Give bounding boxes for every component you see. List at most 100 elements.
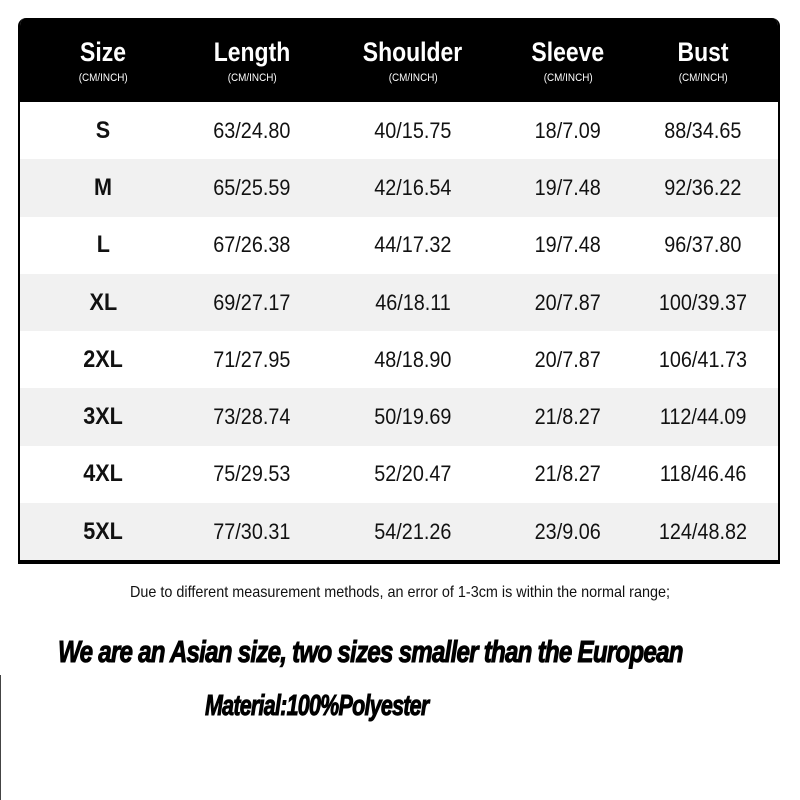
- table-cell: 46/18.11: [318, 290, 508, 316]
- column-name: Length: [213, 36, 291, 67]
- table-cell: 67/26.38: [186, 232, 318, 258]
- measurement-value: 20/7.87: [534, 289, 602, 315]
- table-body: S 63/24.80 40/15.75 18/7.09 88/34.65 M 65/25.5…: [20, 102, 778, 561]
- size-label: 4XL: [83, 460, 123, 488]
- measurement-value: 65/25.59: [213, 174, 291, 200]
- table-cell: 65/25.59: [186, 175, 318, 201]
- table-cell: S: [20, 117, 186, 145]
- measurement-value: 54/21.26: [374, 518, 452, 544]
- measurement-value: 50/19.69: [374, 404, 452, 430]
- column-name: Sleeve: [531, 36, 605, 67]
- table-cell: 40/15.75: [318, 118, 508, 144]
- table-cell: 71/27.95: [186, 347, 318, 373]
- measurement-value: 112/44.09: [659, 404, 747, 430]
- measurement-value: 96/37.80: [664, 232, 742, 258]
- table-cell: 92/36.22: [628, 175, 778, 201]
- table-cell: 19/7.48: [508, 232, 628, 258]
- measurement-value: 100/39.37: [658, 289, 748, 315]
- column-name: Size: [80, 36, 126, 67]
- measurement-value: 52/20.47: [374, 461, 452, 487]
- column-unit: (CM/INCH): [227, 71, 277, 84]
- table-cell: 20/7.87: [508, 347, 628, 373]
- table-row: 3XL 73/28.74 50/19.69 21/8.27 112/44.09: [20, 388, 778, 446]
- table-cell: 96/37.80: [628, 232, 778, 258]
- table-cell: 21/8.27: [508, 461, 628, 487]
- header-cell-sleeve: Sleeve (CM/INCH): [508, 18, 628, 102]
- table-cell: 75/29.53: [186, 461, 318, 487]
- column-name: Bust: [677, 36, 729, 67]
- table-cell: 48/18.90: [318, 347, 508, 373]
- table-cell: XL: [20, 289, 186, 317]
- measurement-value: 67/26.38: [213, 232, 291, 258]
- table-cell: 100/39.37: [628, 290, 778, 316]
- table-row: L 67/26.38 44/17.32 19/7.48 96/37.80: [20, 217, 778, 274]
- header-cell-shoulder: Shoulder (CM/INCH): [318, 18, 508, 102]
- table-cell: 44/17.32: [318, 232, 508, 258]
- measurement-value: 77/30.31: [213, 518, 291, 544]
- measurement-value: 20/7.87: [534, 346, 602, 372]
- measurement-value: 19/7.48: [534, 174, 602, 200]
- measurement-value: 40/15.75: [374, 117, 452, 143]
- column-unit: (CM/INCH): [678, 71, 728, 84]
- size-label: L: [96, 231, 110, 259]
- column-unit: (CM/INCH): [78, 71, 128, 84]
- divider: [0, 675, 1, 800]
- size-label: 3XL: [83, 403, 123, 431]
- table-cell: 19/7.48: [508, 175, 628, 201]
- measurement-value: 21/8.27: [534, 461, 602, 487]
- table-cell: L: [20, 231, 186, 259]
- column-unit: (CM/INCH): [543, 71, 593, 84]
- table-cell: 5XL: [20, 518, 186, 546]
- header-cell-length: Length (CM/INCH): [186, 18, 318, 102]
- column-name: Shoulder: [363, 36, 463, 67]
- measurement-value: 71/27.95: [213, 346, 291, 372]
- measurement-value: 18/7.09: [534, 117, 602, 143]
- measurement-value: 124/48.82: [658, 518, 748, 544]
- size-label: 2XL: [83, 345, 123, 373]
- table-cell: M: [20, 174, 186, 202]
- measurement-value: 88/34.65: [664, 117, 742, 143]
- measurement-value: 106/41.73: [658, 346, 748, 372]
- table-cell: 124/48.82: [628, 519, 778, 545]
- size-chart-table: Size (CM/INCH) Length (CM/INCH) Shoulder (CM/…: [18, 18, 780, 565]
- measurement-value: 73/28.74: [213, 404, 291, 430]
- table-cell: 106/41.73: [628, 347, 778, 373]
- measurement-value: 44/17.32: [374, 232, 452, 258]
- table-cell: 23/9.06: [508, 519, 628, 545]
- table-cell: 73/28.74: [186, 404, 318, 430]
- measurement-value: 63/24.80: [213, 117, 291, 143]
- material-info: Material:100%Polyester: [205, 690, 430, 723]
- table-cell: 18/7.09: [508, 118, 628, 144]
- measurement-value: 75/29.53: [213, 461, 291, 487]
- header-cell-bust: Bust (CM/INCH): [628, 18, 778, 102]
- table-cell: 52/20.47: [318, 461, 508, 487]
- header-cell-size: Size (CM/INCH): [20, 18, 186, 102]
- table-cell: 112/44.09: [628, 404, 778, 430]
- table-cell: 118/46.46: [628, 461, 778, 487]
- table-cell: 88/34.65: [628, 118, 778, 144]
- measurement-value: 21/8.27: [534, 404, 602, 430]
- asian-size-notice: We are an Asian size, two sizes smaller …: [58, 634, 684, 670]
- table-row: 2XL 71/27.95 48/18.90 20/7.87 106/41.73: [20, 331, 778, 388]
- measurement-value: 23/9.06: [534, 518, 602, 544]
- table-row: S 63/24.80 40/15.75 18/7.09 88/34.65: [20, 102, 778, 159]
- measurement-value: 19/7.48: [534, 232, 602, 258]
- table-header: Size (CM/INCH) Length (CM/INCH) Shoulder (CM/…: [20, 18, 778, 102]
- table-row: 4XL 75/29.53 52/20.47 21/8.27 118/46.46: [20, 446, 778, 503]
- column-unit: (CM/INCH): [388, 71, 438, 84]
- table-cell: 77/30.31: [186, 519, 318, 545]
- size-label: M: [94, 173, 112, 201]
- measurement-value: 69/27.17: [213, 289, 291, 315]
- table-row: 5XL 77/30.31 54/21.26 23/9.06 124/48.82: [20, 503, 778, 561]
- size-label: XL: [89, 288, 117, 316]
- table-cell: 50/19.69: [318, 404, 508, 430]
- table-row: XL 69/27.17 46/18.11 20/7.87 100/39.37: [20, 273, 778, 332]
- size-label: 5XL: [83, 517, 123, 545]
- measurement-value: 46/18.11: [375, 289, 451, 315]
- table-row: M 65/25.59 42/16.54 19/7.48 92/36.22: [20, 159, 778, 217]
- measurement-value: 42/16.54: [374, 174, 452, 200]
- table-cell: 69/27.17: [186, 290, 318, 316]
- table-cell: 54/21.26: [318, 519, 508, 545]
- size-label: S: [95, 116, 111, 144]
- table-cell: 21/8.27: [508, 404, 628, 430]
